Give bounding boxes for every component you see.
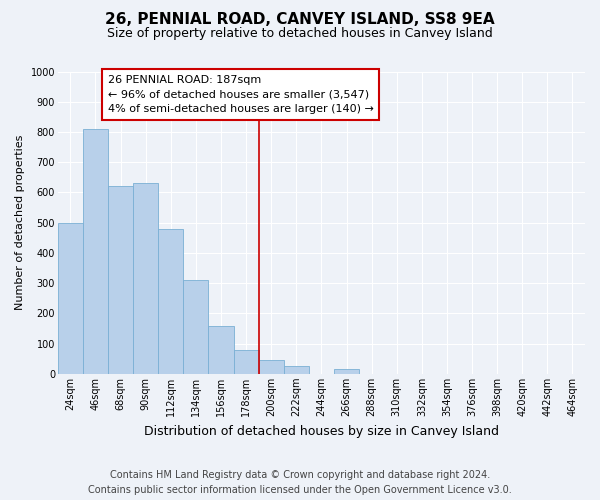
Bar: [108, 186, 133, 374]
X-axis label: Distribution of detached houses by size in Canvey Island: Distribution of detached houses by size …: [144, 424, 499, 438]
Bar: [58, 222, 83, 374]
Bar: [158, 228, 184, 374]
Text: 26, PENNIAL ROAD, CANVEY ISLAND, SS8 9EA: 26, PENNIAL ROAD, CANVEY ISLAND, SS8 9EA: [105, 12, 495, 28]
Y-axis label: Number of detached properties: Number of detached properties: [15, 135, 25, 310]
Text: Size of property relative to detached houses in Canvey Island: Size of property relative to detached ho…: [107, 28, 493, 40]
Bar: [284, 366, 309, 374]
Bar: [334, 370, 359, 374]
Bar: [233, 350, 259, 374]
Bar: [83, 129, 108, 374]
Bar: [259, 360, 284, 374]
Text: Contains HM Land Registry data © Crown copyright and database right 2024.
Contai: Contains HM Land Registry data © Crown c…: [88, 470, 512, 495]
Bar: [133, 184, 158, 374]
Bar: [184, 280, 208, 374]
Text: 26 PENNIAL ROAD: 187sqm
← 96% of detached houses are smaller (3,547)
4% of semi-: 26 PENNIAL ROAD: 187sqm ← 96% of detache…: [108, 74, 374, 114]
Bar: [208, 326, 233, 374]
